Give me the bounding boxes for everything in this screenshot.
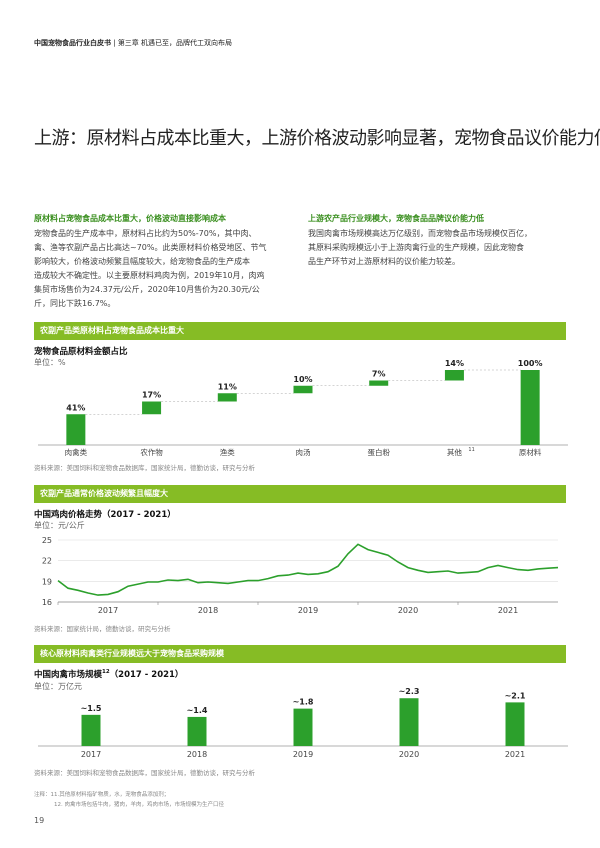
section1-unit: 单位：% <box>34 358 66 367</box>
category-tick-label: 渔类 <box>220 447 235 457</box>
section2-unit: 单位：元/公斤 <box>34 521 85 530</box>
right-line: 品生产环节对上游原材料的议价能力较差。 <box>308 257 460 266</box>
page-number: 19 <box>34 816 45 825</box>
waterfall-chart: 41% 肉禽类 17% 农作物 11% 渔类 10% 肉汤 7% 蛋白粉 14% 其他 11 100% 原材… <box>38 359 568 457</box>
waterfall-bar <box>217 393 237 402</box>
market-bar <box>293 708 313 746</box>
left-line: 禽、渔等农副产品占比高达~70%。此类原材料价格受地区、节气 <box>34 243 267 252</box>
section2-chart-title: 中国鸡肉价格走势（2017 - 2021） <box>34 510 176 520</box>
market-value-label: ~2.1 <box>505 691 526 700</box>
left-line: 宠物食品的生产成本中，原材料占比约为50%-70%，其中肉、 <box>34 229 257 238</box>
right-paragraph: 我国肉禽市场规模高达万亿级别，而宠物食品市场规模仅百亿， 其原料采购规模远小于上… <box>308 227 568 269</box>
y-tick-label: 25 <box>42 536 52 545</box>
line-chart: 16 19 22 25 2017 2018 2019 2020 2021 <box>42 536 559 615</box>
year-tick-label: 2019 <box>293 750 313 759</box>
waterfall-bar <box>142 401 162 415</box>
waterfall-bar <box>66 414 86 445</box>
market-value-label: ~2.3 <box>399 687 420 696</box>
section3-chart-title: 中国肉禽市场规模12（2017 - 2021） <box>34 668 183 680</box>
left-paragraph: 宠物食品的生产成本中，原材料占比约为50%-70%，其中肉、 禽、渔等农副产品占… <box>34 227 304 311</box>
report-title: 中国宠物食品行业白皮书 <box>34 39 111 47</box>
right-subhead: 上游农产品行业规模大，宠物食品品牌议价能力低 <box>308 214 484 223</box>
category-tick-label: 原材料 <box>519 447 542 457</box>
year-tick-label: 2018 <box>187 750 207 759</box>
section3-bar: 核心原材料肉禽类行业规模远大于宠物食品采购规模 <box>34 645 566 663</box>
note-2: 12. 肉禽市场包括牛肉，猪肉，羊肉，鸡肉市场，市场规模为生产口径 <box>54 802 224 808</box>
left-line: 造成较大不确定性。以主要原材料鸡肉为例，2019年10月，肉鸡 <box>34 271 265 280</box>
category-tick-label: 肉禽类 <box>65 447 88 457</box>
waterfall-bar <box>444 370 464 381</box>
chapter-title: 第三章 机遇已至，品牌代工双向布局 <box>117 39 233 47</box>
left-line: 斤，同比下跌16.7%。 <box>34 299 116 308</box>
x-tick-label: 2019 <box>298 606 318 615</box>
category-tick-label: 农作物 <box>140 447 163 457</box>
section3-source: 资料来源：美国饲料和宠物食品数据库，国家统计局，德勤访谈，研究与分析 <box>34 769 255 777</box>
market-bar <box>399 698 419 746</box>
note-1: 注释：11.其他原材料指矿物质，水，宠物食品添加剂； <box>34 792 170 798</box>
year-tick-label: 2021 <box>505 750 525 759</box>
waterfall-bar <box>369 380 389 386</box>
x-tick-label: 2020 <box>398 606 418 615</box>
y-tick-label: 16 <box>42 598 52 607</box>
market-value-label: ~1.5 <box>81 704 102 713</box>
category-tick-label: 其他 <box>447 447 462 457</box>
right-line: 我国肉禽市场规模高达万亿级别，而宠物食品市场规模仅百亿， <box>308 229 532 238</box>
section3-title-sup: 12 <box>102 669 110 676</box>
right-line: 其原料采购规模远小于上游肉禽行业的生产规模，因此宠物食 <box>308 243 524 252</box>
x-tick-label: 2021 <box>498 606 518 615</box>
waterfall-value-label: 7% <box>372 370 386 379</box>
market-bar <box>187 716 207 746</box>
page-title: 上游：原材料占成本比重大，上游价格波动影响显著，宠物食品议价能力低 <box>34 128 600 149</box>
y-tick-label: 19 <box>42 577 52 586</box>
x-tick-label: 2017 <box>98 606 118 615</box>
year-tick-label: 2017 <box>81 750 101 759</box>
waterfall-value-label: 17% <box>142 391 161 400</box>
price-series-line <box>57 543 559 596</box>
category-superscript: 11 <box>468 447 474 453</box>
waterfall-bar <box>293 385 313 394</box>
section3-title-suffix: （2017 - 2021） <box>109 670 184 680</box>
left-line: 影响较大，价格波动频繁且幅度较大，给宠物食品的生产成本 <box>34 257 250 266</box>
waterfall-value-label: 100% <box>518 359 543 368</box>
waterfall-value-label: 11% <box>218 382 237 391</box>
market-bar <box>505 702 525 746</box>
year-tick-label: 2020 <box>399 750 419 759</box>
section3-title-text: 中国肉禽市场规模 <box>34 670 103 680</box>
waterfall-value-label: 14% <box>445 359 464 368</box>
category-tick-label: 肉汤 <box>296 447 311 457</box>
waterfall-value-label: 10% <box>293 375 312 384</box>
section3-unit: 单位：万亿元 <box>34 682 82 691</box>
section2-source: 资料来源：国家统计局，德勤访谈，研究与分析 <box>34 625 171 633</box>
market-value-label: ~1.8 <box>293 698 314 707</box>
market-value-label: ~1.4 <box>187 706 208 715</box>
page-header: 中国宠物食品行业白皮书 | 第三章 机遇已至，品牌代工双向布局 <box>34 39 233 47</box>
section1-source: 资料来源：美国饲料和宠物食品数据库，国家统计局，德勤访谈，研究与分析 <box>34 464 255 472</box>
left-line: 集贸市场售价为24.37元/公斤，2020年10月售价为20.30元/公 <box>34 285 260 294</box>
section2-bar: 农副产品通常价格波动频繁且幅度大 <box>34 485 566 503</box>
y-tick-label: 22 <box>42 557 52 566</box>
waterfall-value-label: 41% <box>66 403 85 412</box>
waterfall-bar <box>520 370 540 445</box>
x-tick-label: 2018 <box>198 606 218 615</box>
left-subhead: 原材料占宠物食品成本比重大，价格波动直接影响成本 <box>34 214 226 223</box>
section1-bar: 农副产品类原材料占宠物食品成本比重大 <box>34 322 566 340</box>
category-tick-label: 蛋白粉 <box>367 447 390 457</box>
section1-chart-title: 宠物食品原材料金额占比 <box>34 347 128 357</box>
market-bar <box>81 714 101 746</box>
market-bar-chart: ~1.5 2017 ~1.4 2018 ~1.8 2019 ~2.3 2020 ~2.1 2021 <box>38 687 568 759</box>
